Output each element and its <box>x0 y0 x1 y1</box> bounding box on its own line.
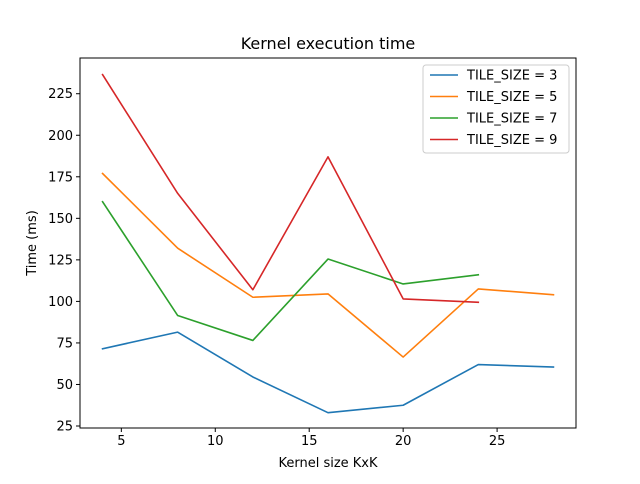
legend-label: TILE_SIZE = 5 <box>466 90 557 105</box>
x-tick-label: 15 <box>301 434 318 449</box>
y-axis-label: Time (ms) <box>25 210 40 277</box>
y-axis-ticks: 25 50 75 100 125 150 175 200 225 <box>48 87 80 435</box>
y-tick-label: 175 <box>48 170 73 185</box>
y-tick-label: 50 <box>56 378 73 393</box>
x-axis-ticks: 5 10 15 20 25 <box>117 428 505 449</box>
x-axis-label: Kernel size KxK <box>278 456 378 471</box>
series-line-tile-size-3 <box>101 331 555 414</box>
x-tick-label: 20 <box>395 434 412 449</box>
y-tick-label: 225 <box>48 87 73 102</box>
legend: TILE_SIZE = 3 TILE_SIZE = 5 TILE_SIZE = 7 T… <box>422 64 570 154</box>
axes-frame <box>79 57 577 429</box>
series-line-tile-size-9 <box>101 73 480 304</box>
legend-label: TILE_SIZE = 3 <box>466 69 557 84</box>
y-tick-label: 25 <box>56 420 73 435</box>
y-tick-label: 150 <box>48 212 73 227</box>
y-tick-label: 125 <box>48 253 73 268</box>
series-line-tile-size-5 <box>101 172 555 358</box>
y-tick-label: 100 <box>48 295 73 310</box>
legend-box <box>422 64 570 154</box>
legend-label: TILE_SIZE = 9 <box>466 133 557 148</box>
y-tick-label: 75 <box>56 336 73 351</box>
y-tick-label: 200 <box>48 129 73 144</box>
x-tick-label: 25 <box>489 434 506 449</box>
chart-title: Kernel execution time <box>241 34 416 53</box>
series-line-tile-size-7 <box>101 200 480 342</box>
x-tick-label: 10 <box>207 434 224 449</box>
x-tick-label: 5 <box>117 434 125 449</box>
legend-label: TILE_SIZE = 7 <box>466 112 557 127</box>
plot-lines <box>101 73 555 414</box>
